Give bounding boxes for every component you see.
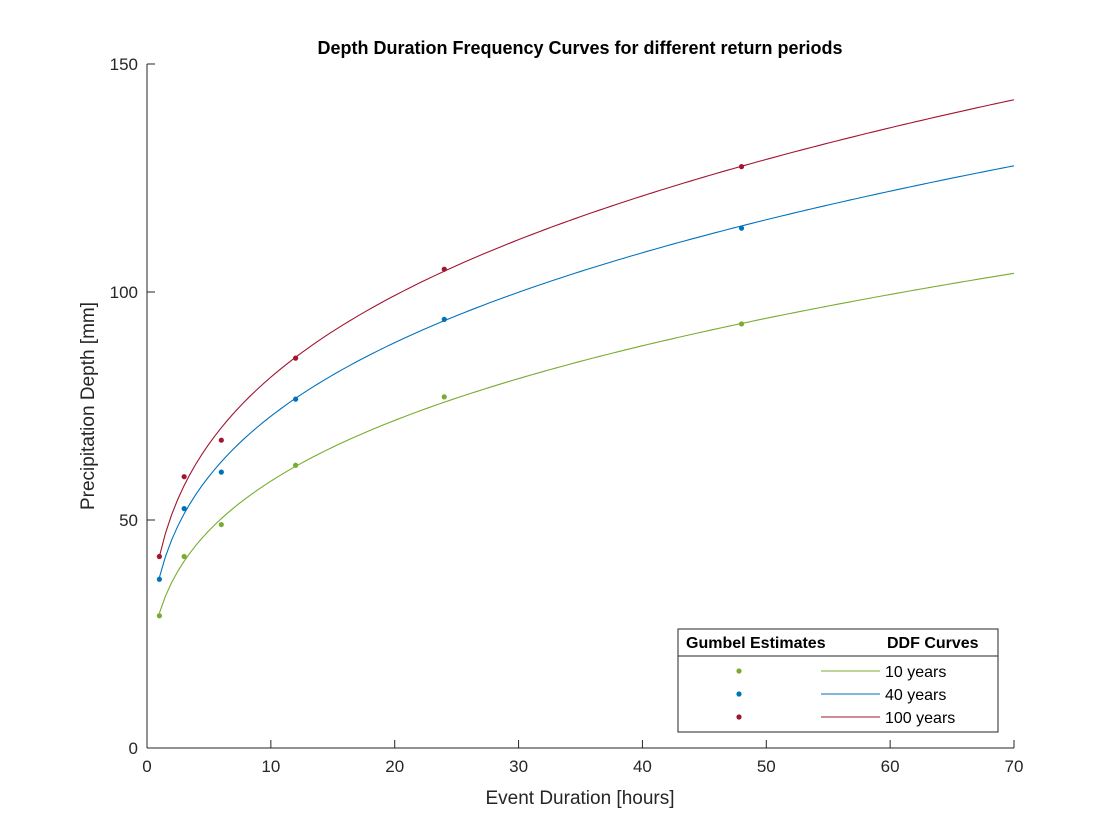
legend-box: [677, 628, 999, 733]
y-tick-label: 150: [110, 55, 138, 74]
gumbel-point-10-years: [156, 613, 162, 619]
x-tick-label: 50: [757, 757, 776, 776]
gumbel-point-10-years: [441, 394, 447, 400]
gumbel-point-10-years: [293, 462, 299, 468]
gumbel-point-100-years: [293, 355, 299, 361]
gumbel-point-40-years: [156, 576, 162, 582]
y-tick-label: 50: [119, 511, 138, 530]
gumbel-point-100-years: [218, 437, 224, 443]
gumbel-point-10-years: [218, 521, 224, 528]
gumbel-point-40-years: [738, 225, 745, 231]
legend: Gumbel Estimates DDF Curves 10 years 40 y…: [677, 628, 999, 733]
gumbel-point-40-years: [181, 506, 187, 512]
gumbel-point-100-years: [441, 266, 447, 272]
ddf-curves: [158, 99, 1015, 614]
x-tick-label: 30: [509, 757, 528, 776]
gumbel-point-40-years: [218, 469, 224, 475]
legend-marker-40-years: [736, 691, 742, 697]
x-tick-label: 20: [385, 757, 404, 776]
legend-label-40-years: 40 years: [885, 687, 946, 704]
gumbel-point-100-years: [738, 164, 745, 170]
legend-entries: 10 years 40 years 100 years: [736, 664, 955, 727]
plot-axes: [146, 64, 1014, 749]
gumbel-point-40-years: [293, 396, 299, 402]
gumbel-points: [156, 164, 745, 619]
x-axis-label: Event Duration [hours]: [485, 788, 674, 809]
x-tick-label: 10: [261, 757, 280, 776]
chart-title: Depth Duration Frequency Curves for diff…: [317, 38, 842, 58]
gumbel-point-100-years: [156, 553, 162, 560]
gumbel-point-40-years: [441, 316, 447, 322]
y-tick-label: 100: [110, 283, 138, 302]
x-tick-label: 70: [1005, 757, 1024, 776]
legend-header-estimates: Gumbel Estimates: [686, 635, 826, 652]
legend-header-curves: DDF Curves: [887, 635, 979, 652]
legend-label-10-years: 10 years: [885, 664, 946, 681]
legend-marker-10-years: [736, 668, 742, 674]
x-tick-label: 60: [881, 757, 900, 776]
gumbel-point-100-years: [181, 474, 187, 480]
x-tick-label: 40: [633, 757, 652, 776]
gumbel-point-10-years: [181, 553, 187, 560]
ddf-curve-10-years: [158, 272, 1015, 614]
ddf-curve-40-years: [158, 165, 1015, 578]
y-tick-label: 0: [129, 739, 138, 758]
y-axis-label: Precipitation Depth [mm]: [78, 302, 99, 510]
legend-marker-100-years: [736, 714, 742, 720]
y-ticks: 0 50 100 150: [110, 55, 155, 758]
legend-label-100-years: 100 years: [885, 710, 955, 727]
x-tick-label: 0: [142, 757, 151, 776]
x-ticks: 0 10 20 30 40 50 60 70: [142, 740, 1023, 776]
ddf-curve-100-years: [158, 99, 1015, 557]
gumbel-point-10-years: [738, 321, 745, 327]
